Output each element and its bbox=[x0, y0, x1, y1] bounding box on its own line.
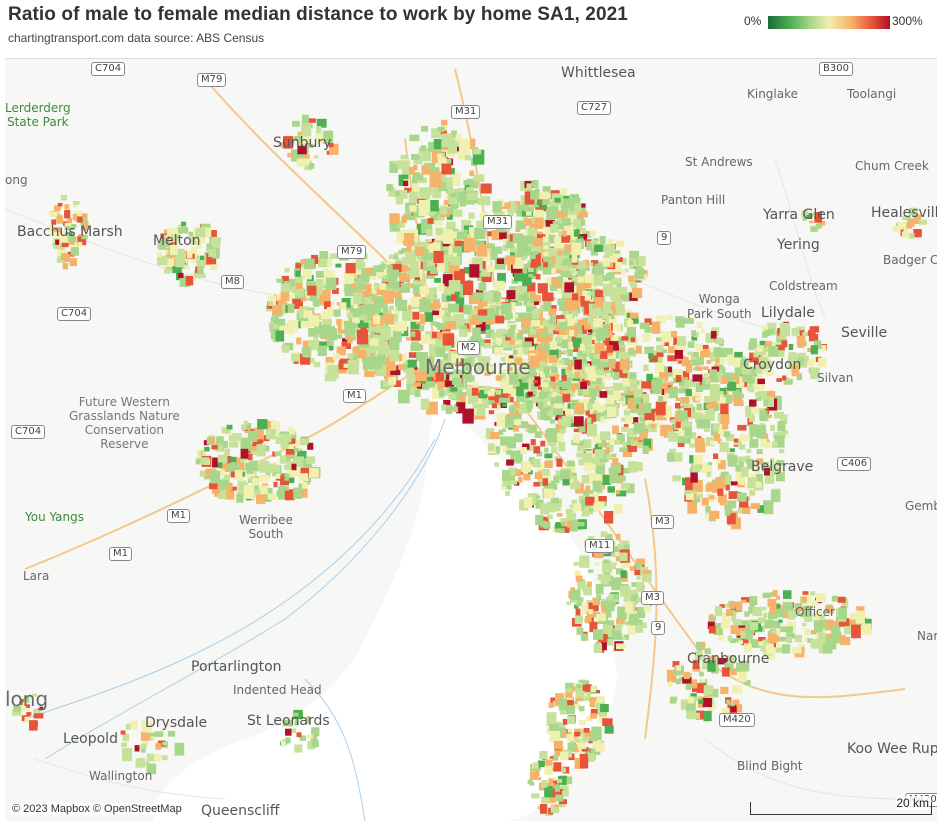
map-svg bbox=[5, 59, 937, 821]
place-label-gong: ong bbox=[5, 173, 28, 187]
map-subtitle: chartingtransport.com data source: ABS C… bbox=[8, 31, 265, 45]
scale-label: 20 km bbox=[896, 796, 929, 810]
place-label-indented-head: Indented Head bbox=[233, 683, 322, 697]
road-shield-b300: B300 bbox=[819, 62, 853, 76]
place-label-seville: Seville bbox=[841, 325, 888, 341]
legend-gradient-bar bbox=[768, 16, 890, 29]
place-label-lilydale: Lilydale bbox=[761, 305, 815, 321]
place-label-wallington: Wallington bbox=[89, 769, 153, 783]
place-label-drysdale: Drysdale bbox=[145, 715, 208, 731]
place-label-chum-creek: Chum Creek bbox=[855, 159, 929, 173]
place-label-panton-hill: Panton Hill bbox=[661, 193, 726, 207]
place-label-werribee-south: Werribee South bbox=[239, 513, 293, 541]
road-shield-9b: 9 bbox=[651, 621, 666, 635]
place-label-whittlesea: Whittlesea bbox=[561, 65, 636, 81]
place-label-nar: Nar bbox=[917, 629, 937, 643]
place-label-badger-creek: Badger Cr bbox=[883, 253, 937, 267]
road-shield-m8: M8 bbox=[221, 275, 244, 289]
sa1-cells bbox=[12, 114, 927, 816]
place-label-melton: Melton bbox=[153, 233, 201, 249]
road-shield-m31b: M31 bbox=[483, 215, 513, 229]
place-label-sunbury: Sunbury bbox=[273, 135, 332, 151]
road-shield-m1a: M1 bbox=[343, 389, 366, 403]
road-shield-m1c: M1 bbox=[109, 547, 132, 561]
place-label-belgrave: Belgrave bbox=[751, 459, 814, 475]
road-shield-m31: M31 bbox=[451, 105, 481, 119]
port-phillip-bay bbox=[153, 389, 617, 821]
scale-bar: 20 km bbox=[750, 796, 932, 815]
place-label-cranbourne: Cranbourne bbox=[687, 651, 770, 667]
place-label-leopold: Leopold bbox=[63, 731, 118, 747]
road-shield-m420a: M420 bbox=[719, 713, 755, 727]
road-shield-c406: C406 bbox=[837, 457, 872, 471]
place-label-coldstream: Coldstream bbox=[769, 279, 838, 293]
road-shield-c727: C727 bbox=[577, 101, 612, 115]
road-shield-m3b: M3 bbox=[641, 591, 664, 605]
place-label-st-leonards: St Leonards bbox=[247, 713, 330, 729]
place-label-lara: Lara bbox=[23, 569, 50, 583]
map-title: Ratio of male to female median distance … bbox=[8, 4, 628, 25]
place-label-bacchus-marsh: Bacchus Marsh bbox=[17, 224, 123, 240]
place-label-koo-wee-rup: Koo Wee Rup bbox=[847, 741, 937, 757]
place-label-silvan: Silvan bbox=[817, 371, 854, 385]
place-label-yering: Yering bbox=[777, 237, 820, 253]
place-label-geelong: long bbox=[5, 687, 49, 711]
place-label-officer: Officer bbox=[795, 605, 835, 619]
place-label-queenscliff: Queenscliff bbox=[201, 803, 280, 819]
place-label-portarlington: Portarlington bbox=[191, 659, 282, 675]
road-shield-m79b: M79 bbox=[337, 245, 367, 259]
road-shield-m1b: M1 bbox=[167, 509, 190, 523]
place-label-you-yangs: You Yangs bbox=[25, 510, 85, 524]
place-label-kinglake: Kinglake bbox=[747, 87, 799, 101]
place-label-lerderderg: Lerderderg State Park bbox=[5, 101, 71, 129]
place-label-future-western: Future Western Grasslands Nature Conserv… bbox=[69, 395, 180, 451]
place-label-st-andrews: St Andrews bbox=[685, 155, 753, 169]
place-label-croydon: Croydon bbox=[743, 357, 802, 373]
place-label-yarra-glen: Yarra Glen bbox=[763, 207, 835, 223]
road-shield-9a: 9 bbox=[657, 231, 672, 245]
road-shield-c704-left: C704 bbox=[11, 425, 46, 439]
road-shield-m3a: M3 bbox=[651, 515, 674, 529]
road-shield-m79: M79 bbox=[197, 73, 227, 87]
place-label-toolangi: Toolangi bbox=[847, 87, 897, 101]
legend-min-label: 0% bbox=[744, 14, 762, 28]
legend-max-label: 300% bbox=[892, 14, 923, 28]
road-shield-m11: M11 bbox=[585, 539, 615, 553]
color-legend: 0% 300% bbox=[744, 14, 934, 36]
map-canvas[interactable]: Whittlesea Kinglake Toolangi Lerderderg … bbox=[5, 58, 937, 821]
road-shield-c704-mid: C704 bbox=[57, 307, 92, 321]
place-label-gembrook: Gemb bbox=[905, 499, 937, 513]
road-shield-c704: C704 bbox=[91, 62, 126, 76]
place-label-blind-bight: Blind Bight bbox=[737, 759, 803, 773]
road-shield-m2: M2 bbox=[457, 341, 480, 355]
rivers bbox=[24, 418, 446, 821]
place-label-healesville: Healesville bbox=[871, 205, 937, 221]
place-label-melbourne: Melbourne bbox=[425, 355, 531, 379]
map-attribution[interactable]: © 2023 Mapbox © OpenStreetMap bbox=[10, 803, 184, 815]
place-label-wonga-park: Wonga Park South bbox=[687, 292, 752, 321]
